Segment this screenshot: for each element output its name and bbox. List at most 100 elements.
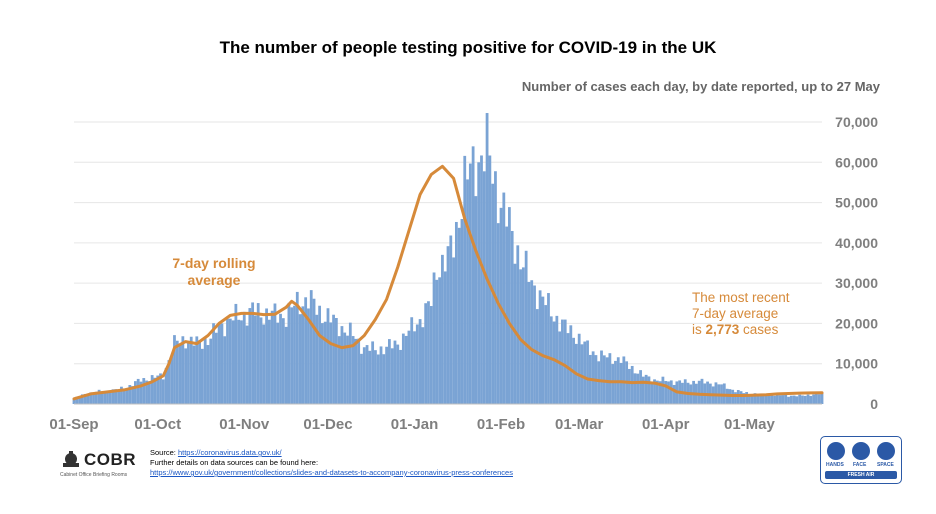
daily-cases-bar (379, 346, 383, 404)
daily-cases-bar (334, 318, 338, 404)
daily-cases-bar (251, 302, 255, 404)
badge-label-hands: HANDS (826, 462, 844, 468)
daily-cases-bar (226, 318, 229, 404)
daily-cases-bar (150, 375, 154, 404)
daily-cases-bar (248, 308, 252, 404)
daily-cases-bar (195, 336, 199, 404)
daily-cases-bar (376, 354, 380, 404)
daily-cases-bar (161, 379, 165, 404)
daily-cases-bar (220, 323, 224, 404)
daily-cases-bar (323, 321, 327, 404)
daily-cases-bar (427, 301, 430, 404)
daily-cases-bar (577, 333, 581, 404)
daily-cases-bar (454, 221, 458, 404)
daily-cases-bar (622, 356, 626, 404)
cobr-logo: COBR Cabinet Office Briefing Rooms (60, 448, 142, 484)
daily-cases-bar (435, 279, 439, 404)
daily-cases-bar (767, 394, 771, 404)
daily-cases-bar (200, 348, 204, 404)
daily-cases-bar (89, 392, 93, 404)
daily-cases-bar (145, 380, 148, 404)
daily-cases-bar (789, 395, 793, 404)
daily-cases-bar (329, 322, 333, 404)
daily-cases-bar (265, 308, 268, 404)
daily-cases-bar (240, 320, 243, 404)
daily-cases-bar (597, 361, 601, 404)
daily-cases-bar (362, 347, 366, 404)
daily-cases-bar (580, 344, 584, 404)
daily-cases-bar (748, 394, 751, 404)
daily-cases-bar (337, 336, 341, 404)
daily-cases-bar (83, 393, 87, 404)
daily-cases-bar (611, 364, 615, 404)
daily-cases-bar (309, 290, 313, 404)
daily-cases-bar (410, 317, 414, 404)
daily-cases-bar (784, 394, 788, 404)
daily-cases-bar (664, 381, 668, 404)
daily-cases-bar (173, 335, 176, 404)
daily-cases-bar (371, 341, 375, 404)
daily-cases-bar (284, 326, 288, 404)
daily-cases-bar (700, 378, 704, 404)
daily-cases-bar (212, 323, 215, 404)
daily-cases-bar (583, 341, 587, 404)
daily-cases-bar (298, 314, 302, 404)
daily-cases-bar (561, 319, 564, 404)
daily-cases-bar (415, 324, 419, 404)
daily-cases-bar (521, 267, 525, 404)
daily-cases-bar (697, 380, 701, 404)
daily-cases-bar (131, 386, 135, 404)
daily-cases-bar (653, 379, 656, 404)
daily-cases-bar (187, 342, 190, 404)
daily-cases-bar (753, 393, 757, 404)
daily-cases-bar (315, 314, 319, 404)
daily-cases-bar (817, 394, 821, 404)
daily-cases-bar (477, 162, 481, 404)
daily-cases-bar (259, 317, 263, 404)
face-icon (852, 442, 870, 460)
daily-cases-bar (661, 376, 665, 404)
daily-cases-bar (117, 389, 121, 404)
badge-label-face: FACE (853, 462, 867, 468)
daily-cases-bar (739, 391, 743, 404)
daily-cases-bar (385, 346, 388, 404)
daily-cases-bar (242, 311, 246, 404)
daily-cases-bar (217, 324, 221, 404)
daily-cases-bar (505, 226, 509, 404)
daily-cases-bar (114, 389, 118, 404)
daily-cases-bar (524, 250, 528, 404)
daily-cases-bar (170, 356, 174, 404)
further-details-link[interactable]: https://www.gov.uk/government/collection… (150, 468, 513, 477)
y-tick-label: 50,000 (835, 195, 878, 211)
daily-cases-bar (734, 392, 737, 404)
daily-cases-bar (787, 396, 790, 404)
footer: COBR Cabinet Office Briefing Rooms Sourc… (60, 436, 936, 508)
daily-cases-bar (301, 306, 305, 404)
daily-cases-bar (346, 335, 349, 404)
daily-cases-bar (494, 171, 497, 404)
daily-cases-bar (600, 350, 603, 404)
daily-cases-bar (421, 327, 425, 404)
daily-cases-bar (276, 322, 280, 404)
daily-cases-bar (134, 381, 137, 404)
y-tick-label: 70,000 (835, 114, 878, 130)
daily-cases-bar (357, 338, 361, 404)
daily-cases-bar (432, 272, 436, 404)
daily-cases-bar (424, 303, 428, 404)
daily-cases-bar (438, 277, 442, 404)
daily-cases-bar (307, 308, 310, 404)
daily-cases-bar (340, 326, 344, 404)
daily-cases-bar (293, 305, 296, 404)
hands-face-space-badge: HANDS FACE SPACE FRESH AIR (820, 436, 902, 484)
daily-cases-bar (106, 391, 109, 404)
daily-cases-bar (382, 354, 386, 404)
daily-cases-bar (480, 155, 483, 404)
daily-cases-bar (449, 235, 453, 404)
source-label: Source: (150, 448, 178, 457)
source-link[interactable]: https://coronavirus.data.gov.uk/ (177, 448, 282, 457)
daily-cases-bar (192, 345, 196, 404)
daily-cases-bar (815, 393, 818, 404)
y-tick-label: 30,000 (835, 275, 878, 291)
daily-cases-bar (759, 393, 762, 404)
daily-cases-bar (273, 303, 277, 404)
